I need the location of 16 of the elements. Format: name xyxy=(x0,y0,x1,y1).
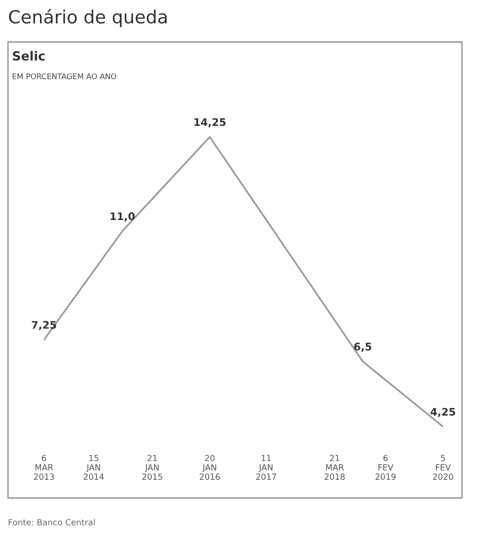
data-label: 14,25 xyxy=(194,118,226,128)
data-label: 4,25 xyxy=(430,408,456,418)
x-tick-label: 6 FEV 2019 xyxy=(376,454,396,480)
x-tick-label: 21 MAR 2018 xyxy=(324,454,345,480)
x-tick-label: 20 JAN 2016 xyxy=(200,454,220,480)
x-tick-label: 5 FEV 2020 xyxy=(433,454,454,480)
chart-title: Cenário de queda xyxy=(9,8,167,28)
x-tick-label: 6 MAR 2013 xyxy=(34,454,54,480)
x-tick-label: 21 JAN 2015 xyxy=(142,454,162,480)
chart-subtitle: Selic xyxy=(12,50,45,61)
data-label: 11,0 xyxy=(110,212,135,222)
x-tick-label: 15 JAN 2014 xyxy=(84,454,104,480)
x-tick-label: 11 JAN 2017 xyxy=(256,454,276,480)
data-label: 7,25 xyxy=(32,320,56,330)
source-note: Fonte: Banco Central xyxy=(8,518,95,526)
data-label: 6,5 xyxy=(354,342,372,352)
